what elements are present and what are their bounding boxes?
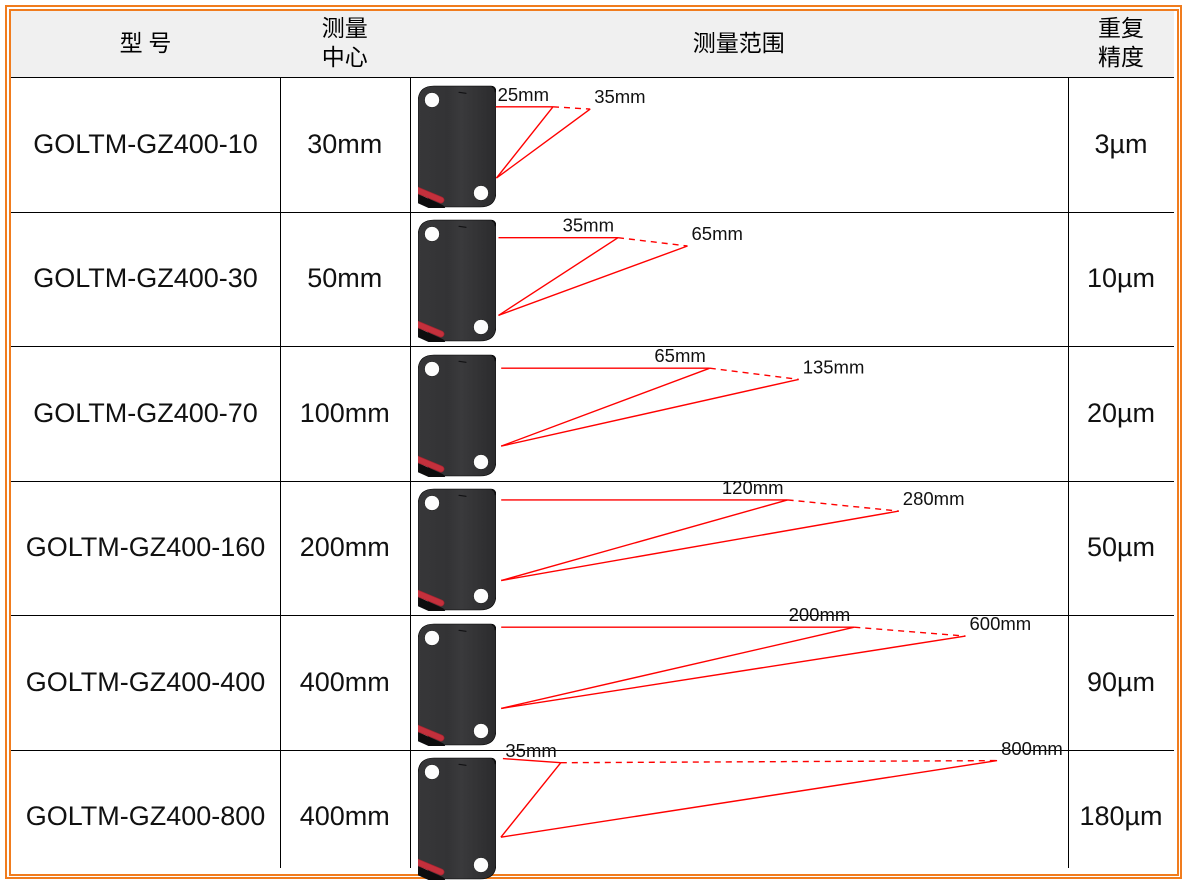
svg-text:135mm: 135mm — [802, 356, 864, 377]
svg-text:35mm: 35mm — [562, 214, 613, 235]
svg-text:65mm: 65mm — [654, 345, 705, 366]
svg-text:25mm: 25mm — [497, 84, 548, 105]
svg-text:120mm: 120mm — [721, 476, 783, 497]
svg-text:200mm: 200mm — [788, 604, 850, 625]
svg-text:600mm: 600mm — [969, 613, 1031, 634]
svg-text:35mm: 35mm — [505, 740, 556, 761]
svg-text:280mm: 280mm — [902, 488, 964, 509]
svg-text:35mm: 35mm — [594, 86, 645, 107]
svg-text:65mm: 65mm — [691, 223, 742, 244]
svg-text:800mm: 800mm — [1001, 737, 1063, 758]
